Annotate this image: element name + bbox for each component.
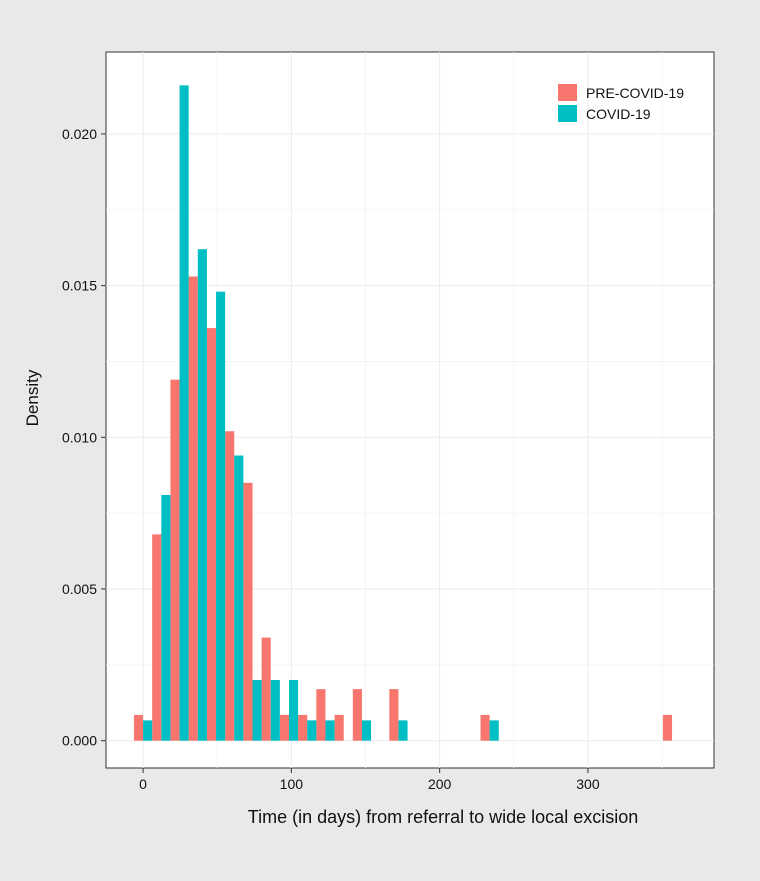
bar-covid	[288, 680, 299, 741]
x-tick-label: 200	[428, 776, 452, 792]
bar-covid	[143, 720, 153, 741]
x-tick-label: 300	[576, 776, 600, 792]
legend: PRE-COVID-19 COVID-19	[558, 84, 684, 122]
bar-pre-covid	[261, 637, 271, 741]
bar-covid	[270, 680, 280, 741]
bar-pre-covid	[480, 714, 490, 741]
bar-covid	[325, 720, 335, 741]
bar-pre-covid	[298, 714, 308, 741]
y-tick-label: 0.000	[62, 733, 97, 749]
bar-pre-covid	[352, 689, 362, 741]
bar-covid	[179, 85, 189, 741]
y-tick-label: 0.005	[62, 581, 97, 597]
bar-covid	[307, 720, 317, 741]
bar-pre-covid	[334, 714, 344, 741]
bar-covid	[489, 720, 499, 741]
bar-pre-covid	[170, 379, 180, 741]
y-axis-label: Density	[23, 369, 42, 426]
bar-pre-covid	[279, 714, 289, 741]
x-axis-label: Time (in days) from referral to wide loc…	[248, 807, 638, 827]
bar-pre-covid	[316, 689, 326, 741]
axes: 0 100 200 300 0.000 0.005 0.010 0.015 0.020	[62, 126, 600, 792]
bars	[133, 85, 673, 741]
bar-covid	[398, 720, 408, 741]
bar-pre-covid	[243, 482, 253, 741]
legend-swatch-pre-covid	[558, 84, 577, 101]
y-tick-label: 0.020	[62, 126, 97, 142]
bar-pre-covid	[133, 714, 144, 741]
x-tick-label: 0	[139, 776, 147, 792]
bar-covid	[361, 720, 372, 741]
x-tick-label: 100	[280, 776, 304, 792]
bar-pre-covid	[152, 534, 162, 741]
bar-covid	[252, 680, 262, 741]
bar-pre-covid	[389, 689, 399, 741]
legend-label-pre-covid: PRE-COVID-19	[586, 85, 684, 101]
bar-pre-covid	[662, 714, 673, 741]
bar-pre-covid	[188, 276, 198, 741]
bar-covid	[216, 291, 226, 741]
bar-covid	[234, 455, 244, 741]
bar-pre-covid	[225, 431, 235, 741]
bar-pre-covid	[206, 328, 217, 741]
y-tick-label: 0.010	[62, 429, 97, 445]
legend-swatch-covid	[558, 105, 577, 122]
bar-covid	[161, 494, 171, 741]
bar-covid	[197, 249, 207, 741]
legend-label-covid: COVID-19	[586, 106, 651, 122]
y-tick-label: 0.015	[62, 278, 97, 294]
